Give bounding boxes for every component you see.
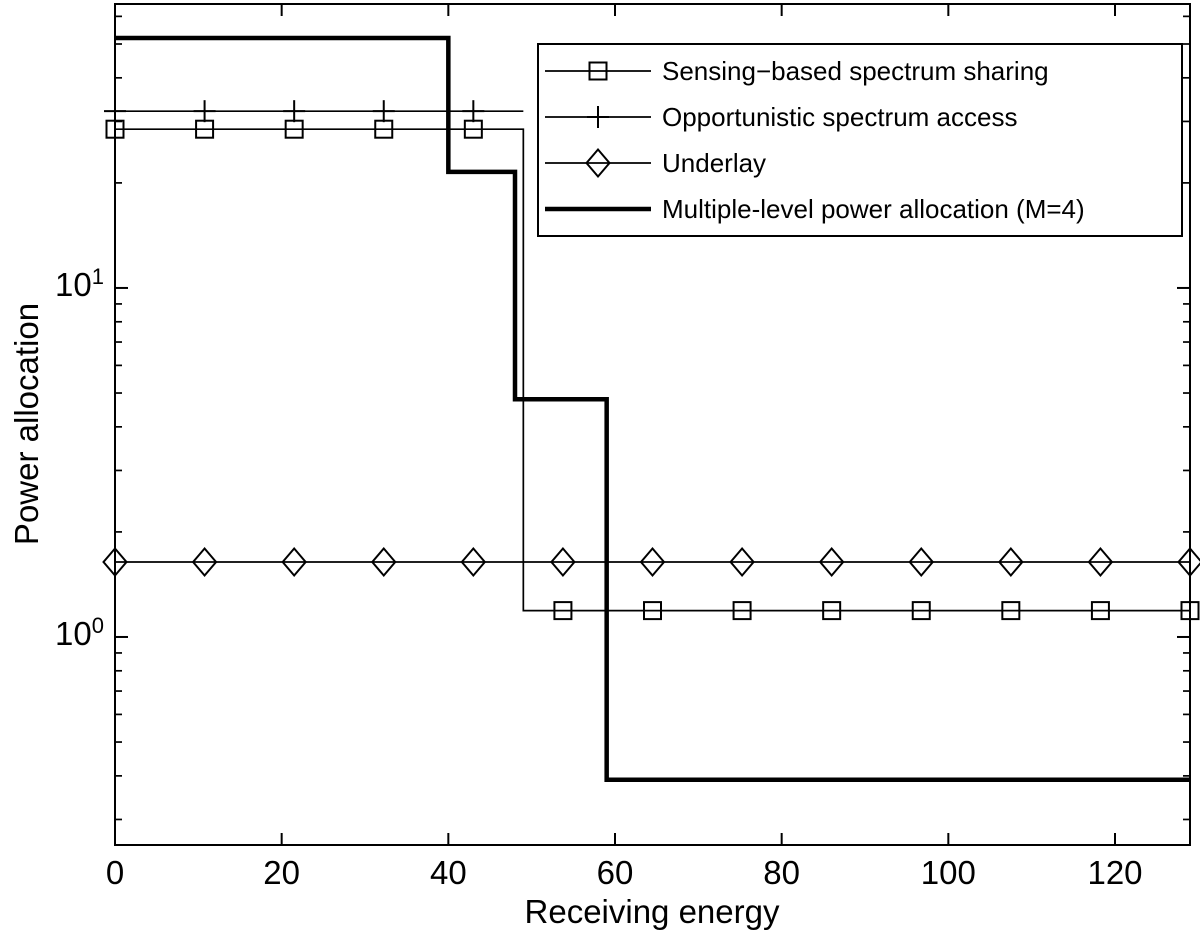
square-marker-sample (545, 61, 651, 81)
plus-marker-sample (545, 106, 651, 128)
x-tick-label: 0 (105, 854, 125, 891)
x-tick-label: 60 (596, 854, 634, 891)
x-tick-label: 100 (920, 854, 976, 891)
x-tick-label: 40 (429, 854, 467, 891)
series-underlay (102, 546, 1200, 578)
series-sensing-based-spectrum-sharing (105, 119, 1200, 621)
series-opportunistic-spectrum-access (104, 100, 524, 123)
x-tick-label: 20 (263, 854, 301, 891)
series-sensing-based-spectrum-sharing-line (115, 128, 1190, 612)
legend-label: Multiple-level power allocation (M=4) (662, 193, 1085, 224)
legend-label: Sensing−based spectrum sharing (662, 55, 1049, 86)
legend: Sensing−based spectrum sharing Opportunis… (537, 43, 1183, 237)
legend-item-underlay: Underlay (539, 141, 1181, 186)
x-tick-label: 80 (763, 854, 801, 891)
x-axis-label: Receiving energy (524, 893, 780, 930)
legend-item-opportunistic-spectrum-access: Opportunistic spectrum access (539, 95, 1181, 140)
legend-item-multiple-level-power-allocation: Multiple-level power allocation (M=4) (539, 187, 1181, 232)
legend-item-sensing-based-spectrum-sharing: Sensing−based spectrum sharing (539, 49, 1181, 94)
series-multiple-level-power-allocation-line (115, 35, 1190, 782)
y-tick-label: 100 (55, 612, 104, 652)
y-axis-label: Power allocation (8, 302, 45, 546)
diamond-marker-sample (545, 147, 651, 179)
legend-label: Underlay (662, 147, 767, 178)
axis-ticks (114, 4, 1190, 845)
thick-line-sample (545, 206, 651, 212)
axis-box (114, 3, 1191, 846)
series-multiple-level-power-allocation (115, 35, 1190, 782)
legend-label: Opportunistic spectrum access (662, 101, 1018, 132)
y-tick-label: 101 (55, 263, 104, 303)
x-tick-label: 120 (1087, 854, 1143, 891)
